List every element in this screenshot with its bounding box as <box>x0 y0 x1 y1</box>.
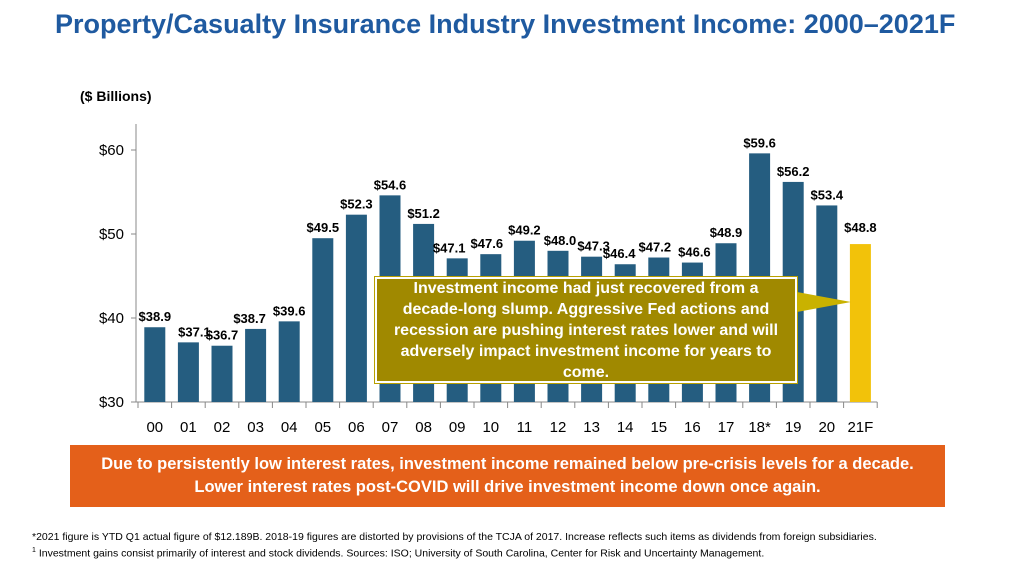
data-label: $54.6 <box>374 177 407 192</box>
y-tick-label: $40 <box>99 310 124 327</box>
x-tick-label: 06 <box>348 419 365 436</box>
data-label: $56.2 <box>777 164 810 179</box>
footnote-2021: *2021 figure is YTD Q1 actual figure of … <box>32 531 877 543</box>
x-tick-label: 18* <box>748 419 771 436</box>
data-label: $47.1 <box>433 240 466 255</box>
x-tick-label: 21F <box>847 419 873 436</box>
data-label: $49.2 <box>508 223 541 238</box>
bar <box>278 321 300 402</box>
footnote-sources-text: Investment gains consist primarily of in… <box>35 547 765 560</box>
bar <box>245 328 267 402</box>
y-tick-label: $50 <box>99 226 124 243</box>
callout-arrow <box>797 292 851 312</box>
data-label: $47.3 <box>577 239 610 254</box>
bar <box>345 214 367 402</box>
bar <box>211 345 233 402</box>
data-label: $46.6 <box>678 245 711 260</box>
data-label: $46.4 <box>603 246 636 261</box>
bar <box>144 327 166 402</box>
x-tick-label: 17 <box>718 419 735 436</box>
x-tick-label: 03 <box>247 419 264 436</box>
bar <box>177 342 199 402</box>
x-tick-label: 01 <box>180 419 197 436</box>
x-tick-label: 08 <box>415 419 432 436</box>
x-tick-label: 02 <box>214 419 231 436</box>
data-label: $38.7 <box>233 311 266 326</box>
x-tick-label: 09 <box>449 419 466 436</box>
bar <box>312 238 334 402</box>
x-tick-label: 11 <box>517 419 533 436</box>
x-tick-label: 19 <box>785 419 802 436</box>
page-title: Property/Casualty Insurance Industry Inv… <box>55 9 956 39</box>
x-tick-label: 20 <box>818 419 835 436</box>
data-label: $47.2 <box>639 240 672 255</box>
y-tick-label: $60 <box>99 142 124 159</box>
data-label: $47.6 <box>471 236 504 251</box>
data-label: $59.6 <box>743 135 776 150</box>
x-tick-label: 04 <box>281 419 298 436</box>
data-label: $36.7 <box>206 328 239 343</box>
x-tick-label: 13 <box>583 419 600 436</box>
data-label: $37.1 <box>178 324 211 339</box>
data-label: $49.5 <box>307 220 340 235</box>
data-label: $48.8 <box>844 220 877 235</box>
chart-units-subtitle: ($ Billions) <box>80 88 152 104</box>
x-tick-label: 12 <box>550 419 567 436</box>
footnote-marker: 1 <box>32 547 36 554</box>
x-tick-label: 14 <box>617 419 634 436</box>
bar <box>849 244 871 402</box>
footnotes: *2021 figure is YTD Q1 actual figure of … <box>32 531 992 561</box>
callout-box: Investment income had just recovered fro… <box>375 277 797 383</box>
x-tick-label: 05 <box>314 419 331 436</box>
summary-banner: Due to persistently low interest rates, … <box>70 445 945 507</box>
y-tick-label: $30 <box>99 394 124 411</box>
data-label: $52.3 <box>340 197 373 212</box>
x-tick-label: 00 <box>146 419 163 436</box>
data-label: $48.9 <box>710 225 743 240</box>
x-tick-label: 15 <box>650 419 667 436</box>
data-label: $51.2 <box>407 206 440 221</box>
footnote-sources: 1 Investment gains consist primarily of … <box>32 544 992 561</box>
x-tick-label: 10 <box>482 419 499 436</box>
data-label: $48.0 <box>544 233 577 248</box>
data-label: $39.6 <box>273 303 306 318</box>
x-tick-label: 07 <box>382 419 399 436</box>
data-label: $38.9 <box>139 309 172 324</box>
data-label: $53.4 <box>811 187 844 202</box>
x-tick-label: 16 <box>684 419 701 436</box>
